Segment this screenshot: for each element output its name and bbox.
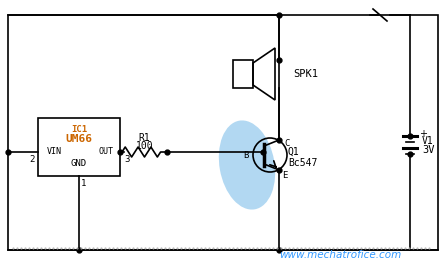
Bar — [8, 15, 438, 250]
Text: 100: 100 — [136, 141, 153, 151]
Text: E: E — [282, 170, 287, 179]
Bar — [233, 60, 253, 88]
Text: 1: 1 — [81, 179, 87, 188]
Text: UM66: UM66 — [66, 134, 93, 144]
Text: Q1: Q1 — [288, 147, 300, 157]
Text: +: + — [419, 129, 427, 139]
Text: www.mechatrofice.com: www.mechatrofice.com — [279, 250, 401, 260]
Text: VIN: VIN — [46, 148, 62, 157]
Text: OUT: OUT — [98, 148, 114, 157]
Text: Bc547: Bc547 — [288, 158, 317, 168]
Text: R1: R1 — [139, 133, 150, 143]
Text: IC1: IC1 — [71, 125, 87, 134]
Text: C: C — [284, 139, 289, 148]
Ellipse shape — [219, 120, 275, 210]
Text: B: B — [243, 151, 249, 160]
Text: V1: V1 — [422, 136, 434, 146]
Text: SPK1: SPK1 — [293, 69, 318, 79]
Text: 2: 2 — [30, 156, 35, 165]
Text: 3V: 3V — [422, 145, 434, 155]
Text: 3: 3 — [124, 156, 130, 165]
Text: GND: GND — [71, 160, 87, 169]
Bar — [38, 118, 120, 176]
